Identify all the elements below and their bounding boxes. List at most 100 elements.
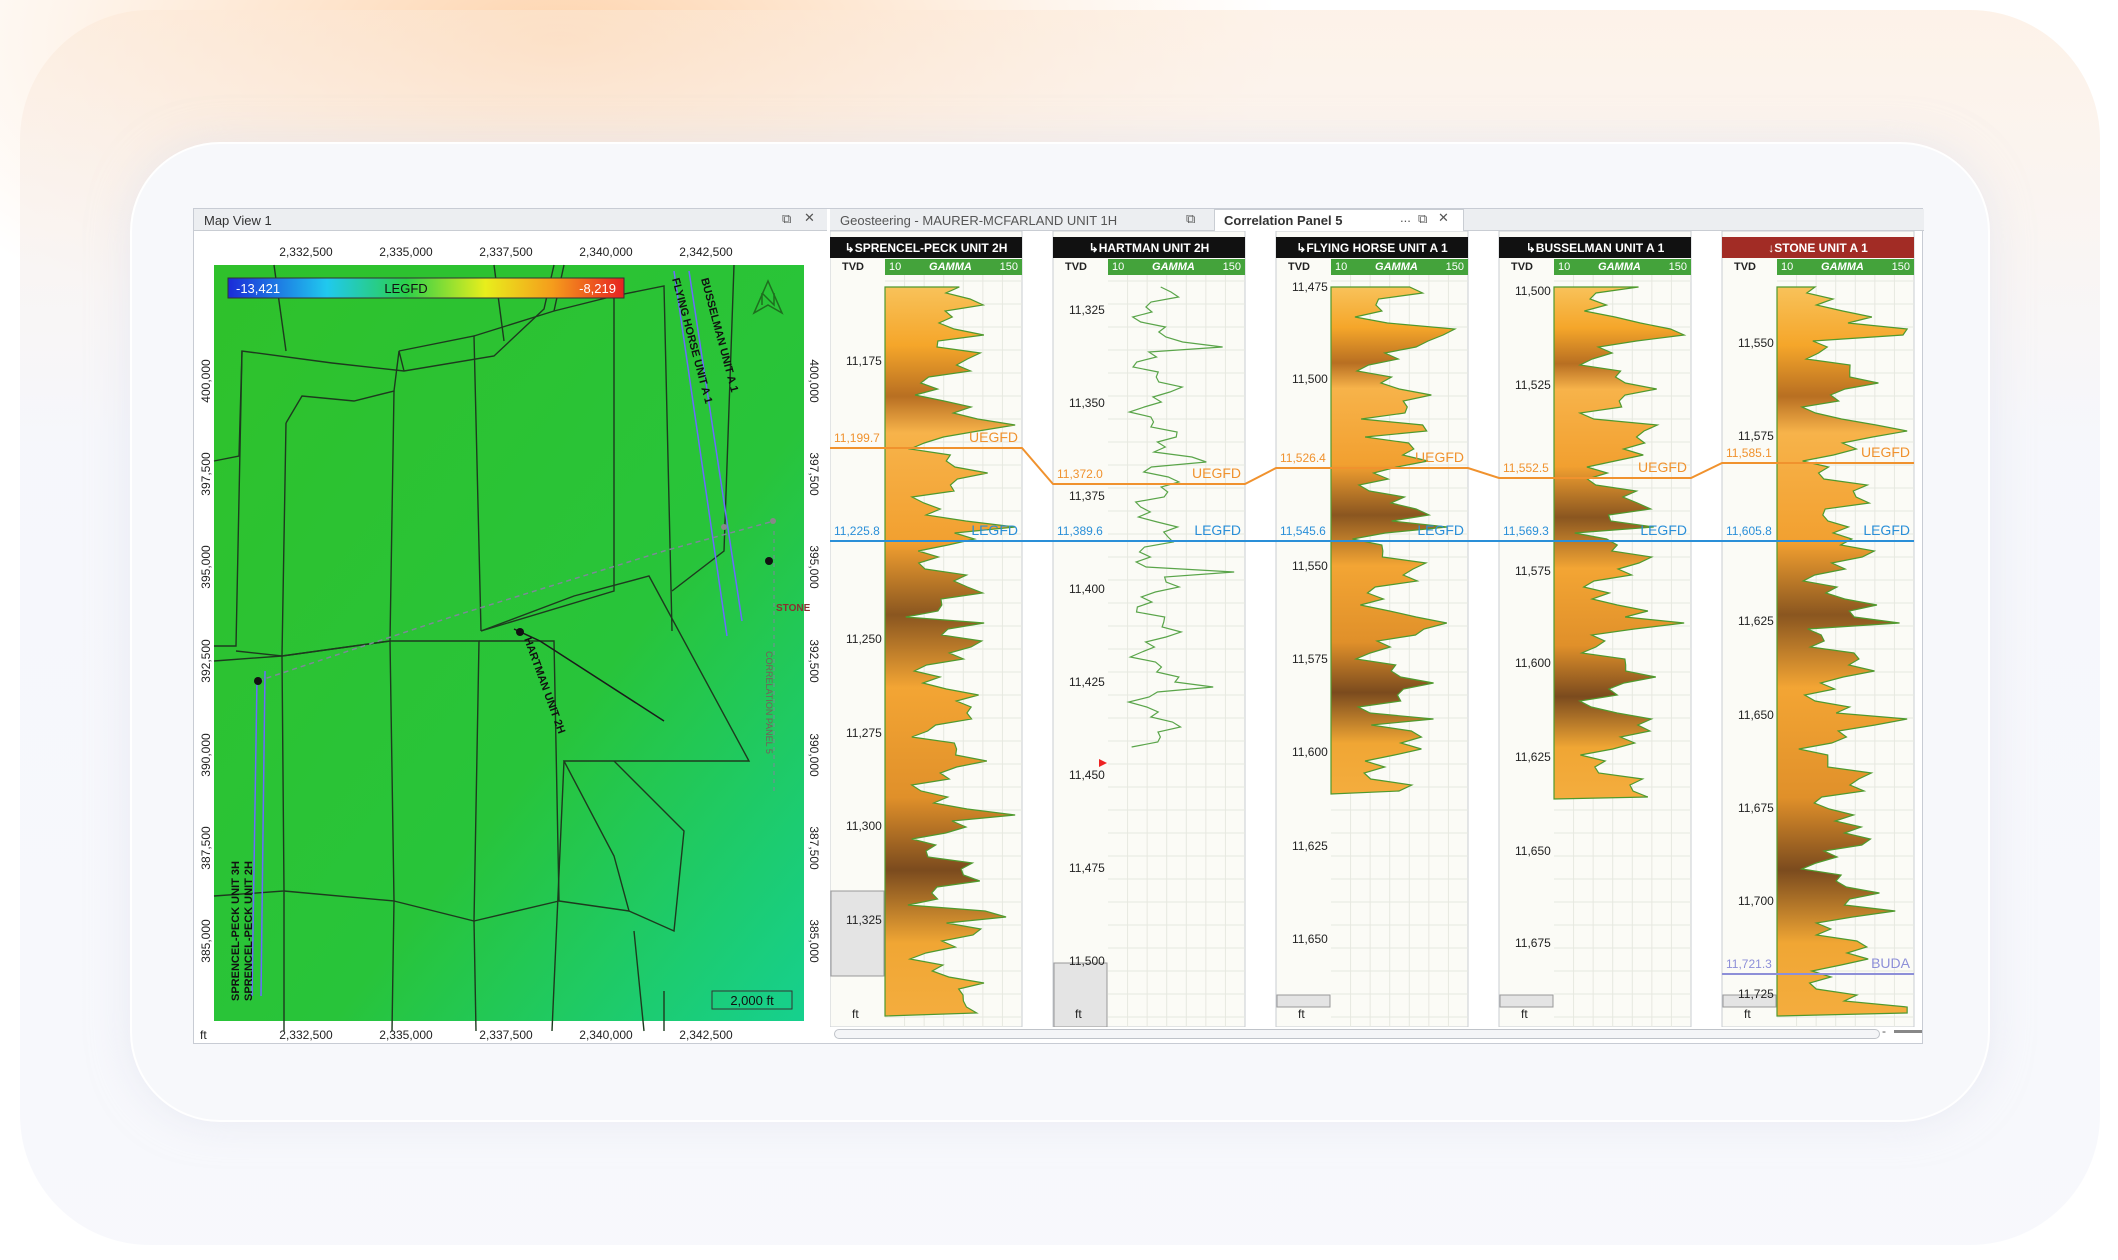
top-name-uegfd[interactable]: UEGFD [1638, 459, 1687, 475]
y-tick-left: 395,000 [199, 545, 213, 589]
gamma-max: 150 [999, 261, 1018, 273]
y-tick-right: 392,500 [807, 639, 821, 683]
gamma-header[interactable]: 10 GAMMA 150 [1108, 259, 1245, 275]
depth-tick: 11,325 [846, 913, 882, 927]
gamma-log-fill [884, 286, 1016, 1017]
depth-unit: ft [1744, 1007, 1751, 1021]
tab-correlation-label[interactable]: Correlation Panel 5 [1224, 213, 1343, 228]
depth-unit: ft [1521, 1007, 1528, 1021]
tvd-label: TVD [1065, 261, 1087, 273]
depth-tick: 11,400 [1069, 582, 1105, 596]
top-depth-value[interactable]: 11,372.0 [1057, 467, 1103, 481]
gamma-label: GAMMA [1152, 261, 1195, 273]
geosteering-restore-icon[interactable]: ⧉ [1186, 211, 1196, 226]
top-name-uegfd[interactable]: UEGFD [1861, 444, 1910, 460]
depth-tick: 11,575 [1738, 429, 1774, 443]
top-depth-value[interactable]: 11,545.6 [1280, 524, 1326, 538]
tvd-label: TVD [1288, 261, 1310, 273]
track-header-3[interactable]: ↳ BUSSELMAN UNIT A 1 [1499, 237, 1691, 258]
top-name-legfd[interactable]: LEGFD [1640, 522, 1687, 538]
gamma-header[interactable]: 10 GAMMA 150 [1554, 259, 1691, 275]
top-name-uegfd[interactable]: UEGFD [969, 429, 1018, 445]
track-name: STONE UNIT A 1 [1774, 240, 1868, 255]
scale-bar-label: 2,000 ft [730, 993, 774, 1008]
depth-tick: 11,650 [1738, 708, 1774, 722]
horizontal-well-icon: ↳ [1088, 240, 1099, 255]
depth-tick: 11,275 [846, 726, 882, 740]
correlation-close-icon[interactable]: ✕ [1438, 210, 1449, 225]
top-name-uegfd[interactable]: UEGFD [1415, 449, 1464, 465]
depth-tick: 11,425 [1069, 675, 1105, 689]
gamma-label: GAMMA [1375, 261, 1418, 273]
tab-geosteering[interactable]: Geosteering - MAURER-MCFARLAND UNIT 1H [840, 213, 1118, 228]
horizontal-scrollbar[interactable] [834, 1029, 1880, 1039]
top-depth-value[interactable]: 11,225.8 [834, 524, 880, 538]
close-icon[interactable]: ✕ [804, 210, 815, 225]
track-header-0[interactable]: ↳ SPRENCEL-PECK UNIT 2H [830, 237, 1022, 258]
top-depth-value[interactable]: 11,605.8 [1726, 524, 1772, 538]
depth-scroll-thumb[interactable] [1276, 994, 1331, 1008]
track-name: SPRENCEL-PECK UNIT 2H [854, 240, 1008, 255]
gamma-max: 150 [1445, 261, 1464, 273]
depth-tick: 11,625 [1738, 614, 1774, 628]
top-depth-value[interactable]: 11,552.5 [1503, 461, 1549, 475]
track-header-2[interactable]: ↳ FLYING HORSE UNIT A 1 [1276, 237, 1468, 258]
depth-tick: 11,450 [1069, 768, 1105, 782]
depth-scroll-thumb[interactable] [1722, 994, 1777, 1008]
depth-unit: ft [1075, 1007, 1082, 1021]
depth-tick: 11,650 [1292, 932, 1328, 946]
depth-tick: 11,475 [1069, 861, 1105, 875]
depth-tick: 11,575 [1515, 564, 1551, 578]
depth-tick: 11,475 [1292, 280, 1328, 294]
top-depth-value[interactable]: 11,721.3 [1726, 957, 1772, 971]
top-depth-value[interactable]: 11,389.6 [1057, 524, 1103, 538]
top-depth-value[interactable]: 11,585.1 [1726, 446, 1772, 460]
tab-correlation-active[interactable] [1214, 209, 1464, 232]
y-tick-right: 397,500 [807, 452, 821, 496]
top-name-buda[interactable]: BUDA [1871, 955, 1910, 971]
application-window: Map View 1 ⧉ ✕ [193, 208, 1924, 1045]
correlation-restore-icon[interactable]: ⧉ [1418, 211, 1428, 226]
depth-scroll-thumb[interactable] [830, 890, 885, 977]
top-name-legfd[interactable]: LEGFD [1194, 522, 1241, 538]
depth-tick: 11,525 [1515, 378, 1551, 392]
depth-scroll-thumb[interactable] [1053, 962, 1108, 1027]
depth-unit: ft [852, 1007, 859, 1021]
depth-tick: 11,350 [1069, 396, 1105, 410]
top-name-legfd[interactable]: LEGFD [1863, 522, 1910, 538]
top-name-uegfd[interactable]: UEGFD [1192, 465, 1241, 481]
map-canvas[interactable]: HARTMAN UNIT 2H SPRENCEL-PECK UNIT 3H SP… [194, 231, 827, 1045]
track-header-4[interactable]: ↓ STONE UNIT A 1 [1722, 237, 1914, 258]
well-label-sprencel-2h: SPRENCEL-PECK UNIT 2H [243, 861, 255, 1001]
gamma-header[interactable]: 10 GAMMA 150 [1777, 259, 1914, 275]
depth-tick: 11,625 [1292, 839, 1328, 853]
track-header-1[interactable]: ↳ HARTMAN UNIT 2H [1053, 237, 1245, 258]
colorbar-center: LEGFD [384, 281, 427, 296]
north-arrow-icon [752, 279, 784, 315]
top-name-legfd[interactable]: LEGFD [1417, 522, 1464, 538]
zoom-slider[interactable] [1894, 1030, 1922, 1033]
depth-tick: 11,650 [1515, 844, 1551, 858]
map-view-tabbar [194, 209, 827, 231]
top-depth-value[interactable]: 11,569.3 [1503, 524, 1549, 538]
depth-tick: 11,375 [1069, 489, 1105, 503]
depth-tick: 11,600 [1292, 745, 1328, 759]
depth-tick: 11,575 [1292, 652, 1328, 666]
top-name-legfd[interactable]: LEGFD [971, 522, 1018, 538]
top-depth-value[interactable]: 11,199.7 [834, 431, 880, 445]
tab-more-button[interactable]: ... [1400, 210, 1411, 225]
correlation-canvas[interactable] [830, 231, 1924, 1027]
colorbar [227, 277, 625, 299]
y-tick-left: 390,000 [199, 733, 213, 777]
y-tick-right: 390,000 [807, 733, 821, 777]
depth-tick: 11,600 [1515, 656, 1551, 670]
depth-scroll-thumb[interactable] [1499, 994, 1554, 1008]
gamma-header[interactable]: 10 GAMMA 150 [1331, 259, 1468, 275]
gamma-min: 10 [889, 261, 902, 273]
uegfd-correlation-line[interactable] [830, 447, 1914, 485]
zoom-minus-button[interactable]: - [1882, 1024, 1886, 1038]
restore-icon[interactable]: ⧉ [782, 211, 792, 226]
map-surface [214, 265, 804, 1021]
top-depth-value[interactable]: 11,526.4 [1280, 451, 1326, 465]
gamma-header[interactable]: 10 GAMMA 150 [885, 259, 1022, 275]
